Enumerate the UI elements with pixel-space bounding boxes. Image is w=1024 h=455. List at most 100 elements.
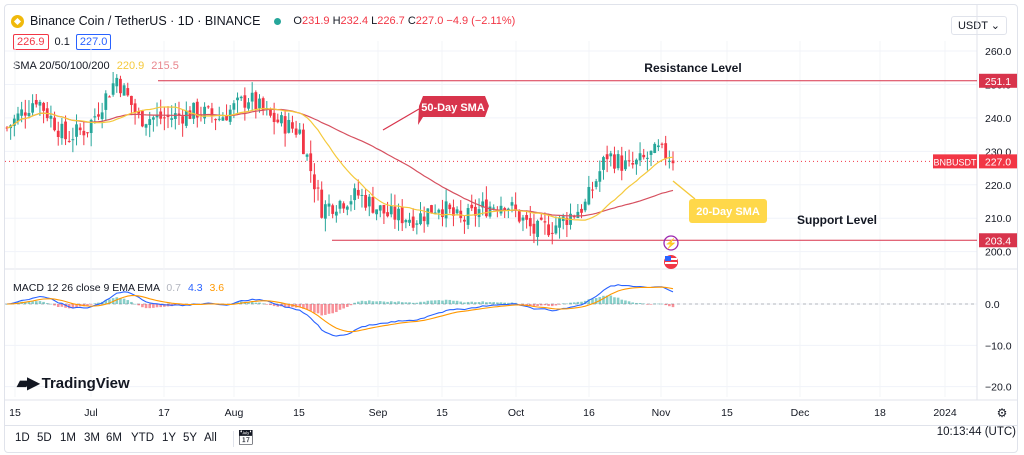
macd-histogram-bar [430, 300, 433, 304]
macd-histogram-bar [415, 302, 419, 304]
price-tick-label: 200.0 [985, 247, 1011, 259]
utc-clock[interactable]: 10:13:44 (UTC) [936, 426, 1016, 438]
candle-body [441, 209, 444, 218]
range-1m-button[interactable]: 1M [60, 432, 76, 444]
macd-histogram-bar [287, 304, 291, 307]
macd-histogram-bar [408, 302, 411, 304]
time-tick-label: 15 [436, 407, 448, 419]
candle-body [20, 109, 24, 116]
candle-body [404, 220, 408, 223]
candle-body [140, 110, 144, 127]
macd-histogram-bar [565, 303, 569, 305]
candle-body [320, 189, 324, 218]
range-3m-button[interactable]: 3M [84, 432, 100, 444]
macd-histogram-bar [602, 295, 605, 304]
macd-histogram-bar [247, 302, 250, 304]
macd-histogram-bar [463, 302, 466, 304]
currency-selector[interactable]: USDT ⌄ [950, 16, 1007, 35]
macd-histogram-bar [236, 302, 239, 304]
candle-body [349, 201, 353, 205]
candle-body [323, 204, 327, 219]
macd-histogram-bar [587, 299, 591, 304]
price-label-tag [979, 73, 1017, 88]
range-1d-button[interactable]: 1D [15, 432, 30, 444]
macd-histogram-bar [635, 302, 638, 304]
macd-histogram-bar [375, 301, 378, 304]
macd-histogram-bar [152, 304, 155, 308]
macd-histogram-bar [474, 302, 477, 304]
macd-histogram-bar [488, 302, 492, 304]
range-ytd-button[interactable]: YTD [131, 432, 154, 444]
candle-body [525, 215, 529, 220]
sma50-callout-pointer [382, 108, 420, 131]
binance-coin-icon [11, 14, 24, 28]
candle-body [613, 154, 616, 169]
macd-histogram-bar [499, 302, 503, 304]
macd-histogram-bar [518, 304, 521, 305]
macd-histogram-bar [108, 299, 111, 304]
candle-body [89, 119, 93, 133]
candle-body [305, 154, 309, 157]
range-all-button[interactable]: All [204, 432, 217, 444]
macd-histogram-bar [397, 301, 400, 304]
macd-histogram-bar [320, 304, 324, 316]
macd-histogram-bar [60, 304, 64, 307]
candle-body [627, 160, 631, 162]
macd-histogram-bar [536, 304, 539, 307]
macd-histogram-bar [181, 304, 184, 306]
macd-histogram-bar [71, 304, 75, 309]
candle-body [225, 115, 228, 121]
macd-histogram-bar [38, 301, 42, 304]
candle-body [243, 95, 247, 108]
candle-body [371, 197, 375, 213]
candle-body [42, 102, 45, 111]
candle-body [616, 154, 620, 169]
support-label: Support Level [797, 213, 877, 227]
macd-histogram-bar [378, 301, 382, 304]
buy-price-button[interactable]: 227.0 [75, 34, 112, 50]
tradingview-logo[interactable]: ▰▶ TradingView [17, 374, 130, 393]
date-range-icon[interactable]: 📅︎ [237, 429, 255, 445]
range-5y-button[interactable]: 5Y [183, 432, 198, 444]
macd-histogram-bar [503, 302, 506, 304]
price-chart[interactable]: 260.0250.0240.0230.0220.0210.0200.00.0−1… [5, 5, 1017, 420]
candle-body [408, 219, 411, 223]
candle-body [378, 205, 382, 211]
candle-body [605, 154, 609, 160]
candle-body [258, 98, 261, 109]
macd-legend[interactable]: MACD 12 26 close 9 EMA EMA 0.7 4.3 3.6 [13, 282, 225, 294]
range-5d-button[interactable]: 5D [37, 432, 52, 444]
macd-histogram-bar [49, 303, 53, 305]
macd-histogram-bar [448, 299, 452, 304]
candle-body [203, 106, 207, 119]
candle-body [660, 143, 664, 145]
macd-histogram-bar [521, 304, 525, 305]
sell-price-button[interactable]: 226.9 [13, 34, 49, 50]
price-tick-label: 240.0 [985, 113, 1011, 125]
candle-body [206, 106, 210, 108]
candle-body [353, 188, 357, 201]
candle-body [276, 119, 280, 123]
macd-histogram-bar [265, 304, 269, 305]
candle-body [71, 139, 75, 141]
candle-body [393, 206, 397, 220]
sma20-callout-text: 20-Day SMA [696, 206, 760, 218]
candle-body [93, 116, 97, 118]
macd-histogram-bar [258, 302, 261, 304]
candle-body [430, 205, 433, 214]
candle-body [151, 117, 155, 120]
macd-histogram-bar [576, 301, 580, 304]
sma-legend[interactable]: SMA 20/50/100/200 220.9 215.5 [13, 60, 179, 72]
symbol-title[interactable]: Binance Coin / TetherUS · 1D · BINANCE [30, 14, 261, 28]
range-6m-button[interactable]: 6M [106, 432, 122, 444]
macd-histogram-bar [624, 300, 627, 304]
candle-body [137, 111, 141, 114]
range-1y-button[interactable]: 1Y [162, 432, 177, 444]
candle-body [367, 196, 371, 207]
macd-histogram-bar [631, 302, 635, 304]
macd-histogram-bar [335, 304, 338, 313]
sma20-line [6, 106, 674, 221]
macd-tick-label: −10.0 [985, 340, 1012, 352]
macd-histogram-bar [283, 304, 287, 308]
time-tick-label: Oct [508, 407, 524, 419]
